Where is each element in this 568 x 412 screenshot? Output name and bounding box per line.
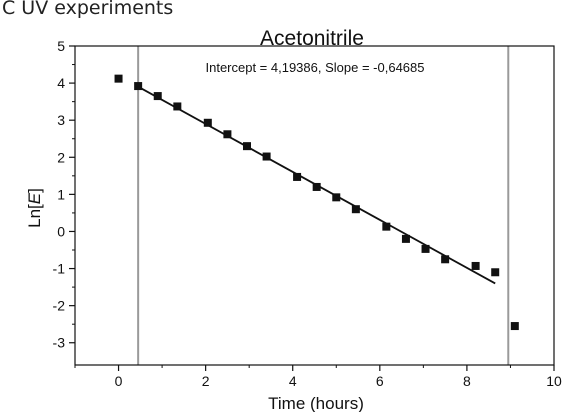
y-axis-label-suffix: ] (25, 188, 44, 193)
data-point-0 (114, 74, 123, 83)
cut-off-header: C UV experiments (2, 0, 173, 19)
y-tick-label: 0 (57, 223, 65, 239)
data-point-4 (203, 118, 212, 127)
y-tick-label: 2 (57, 149, 65, 165)
data-point-10 (332, 193, 341, 202)
x-tick-label: 8 (463, 373, 471, 389)
y-axis-label-prefix: Ln[ (25, 204, 44, 228)
x-axis-label: Time (hours) (268, 394, 364, 412)
data-point-11 (351, 205, 360, 214)
data-point-14 (421, 244, 430, 253)
data-point-1 (134, 82, 143, 91)
data-point-9 (312, 182, 321, 191)
data-point-13 (401, 234, 410, 243)
data-point-3 (173, 102, 182, 111)
y-axis: -3 -2 -1 0 1 2 3 4 5 (53, 38, 75, 351)
data-points (114, 74, 519, 331)
data-point-12 (382, 222, 391, 231)
data-point-15 (441, 255, 450, 264)
chart-title: Acetonitrile (260, 27, 364, 50)
data-point-7 (262, 152, 271, 161)
fit-annotation: Intercept = 4,19386, Slope = -0,64685 (205, 60, 424, 75)
data-point-8 (293, 172, 302, 181)
data-point-16 (471, 261, 480, 270)
y-tick-label: -3 (53, 335, 66, 351)
x-tick-label: 0 (115, 373, 123, 389)
x-axis: 0 2 4 6 8 10 (74, 365, 562, 389)
y-tick-label: 3 (57, 112, 65, 128)
data-point-5 (223, 130, 232, 139)
data-point-17 (491, 268, 500, 277)
cutoff-lines (137, 46, 510, 365)
y-tick-label: 5 (57, 38, 65, 54)
x-tick-label: 4 (289, 373, 297, 389)
y-axis-label-var: E (25, 192, 44, 204)
data-point-18 (510, 322, 519, 331)
y-tick-label: 1 (57, 186, 65, 202)
y-tick-label: -1 (53, 261, 66, 277)
data-point-6 (243, 142, 252, 151)
x-tick-label: 2 (202, 373, 210, 389)
y-axis-label: Ln[E] (25, 188, 44, 228)
x-tick-label: 6 (376, 373, 384, 389)
data-point-2 (153, 92, 162, 101)
y-tick-label: -2 (53, 298, 66, 314)
x-tick-label: 10 (546, 373, 562, 389)
y-tick-label: 4 (57, 75, 65, 91)
plot-frame (74, 45, 555, 366)
